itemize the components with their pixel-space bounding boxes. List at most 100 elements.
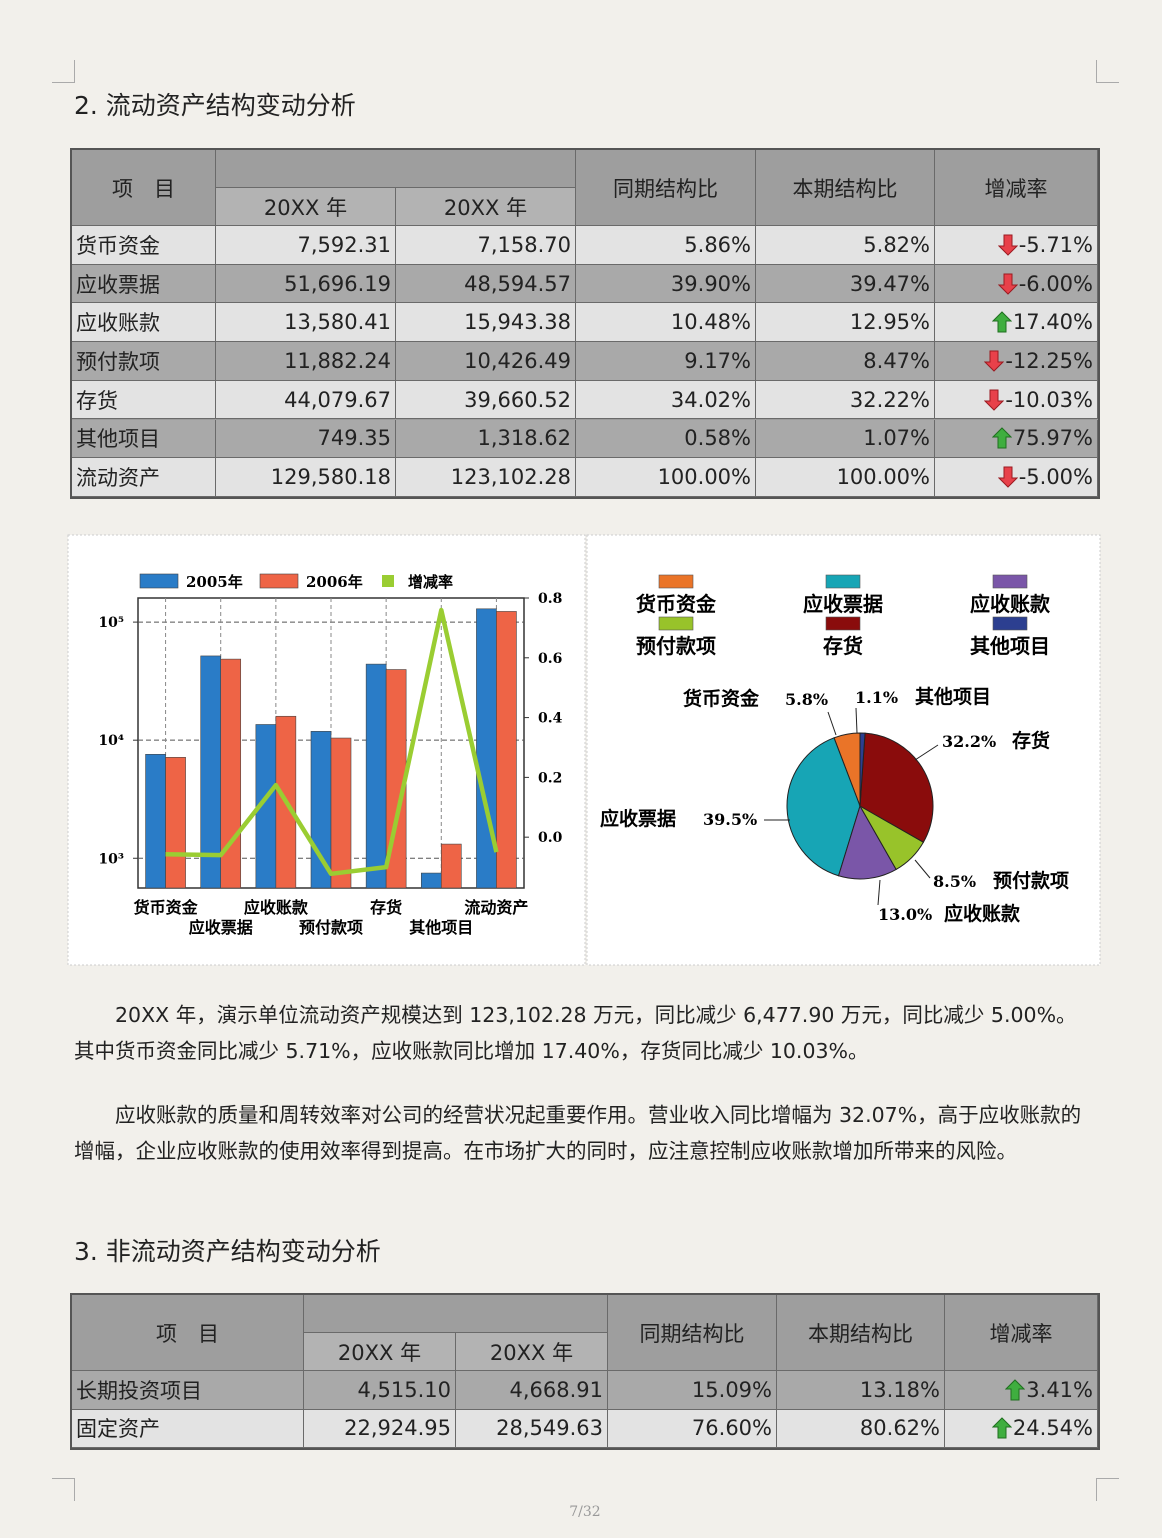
y-tick-label: 10⁴ [98, 733, 124, 749]
table-cell: 39.47% [756, 264, 935, 304]
legend-swatch [658, 574, 694, 589]
header-span [304, 1295, 608, 1333]
legend-label: 增减率 [408, 573, 453, 591]
table-cell: 3.41% [945, 1371, 1098, 1410]
header-cell: 同期结构比 [576, 150, 756, 226]
legend-label: 存货 [823, 634, 863, 658]
section-title: 2. 流动资产结构变动分析 [74, 91, 356, 120]
pie-slice [786, 737, 861, 877]
table-cell: 8.47% [756, 342, 935, 381]
legend-swatch [992, 616, 1028, 631]
table-cell: 39.90% [576, 264, 756, 304]
slice-value-label: 1.1% [855, 688, 898, 707]
arrow-down [997, 273, 1018, 295]
corner-mark [52, 1478, 75, 1501]
slice-value-label: 8.5% [933, 872, 976, 891]
table-cell: 34.02% [576, 380, 756, 420]
table-cell: 100.00% [576, 458, 756, 497]
table-cell: -12.25% [935, 342, 1098, 381]
bar [440, 843, 462, 889]
table-cell: 48,594.57 [396, 264, 576, 304]
change-value: 3.41% [1026, 1377, 1093, 1402]
header-cell: 20XX 年 [304, 1333, 456, 1371]
table-cell: 749.35 [216, 419, 396, 459]
table-cell: 24.54% [945, 1409, 1098, 1448]
bar [365, 663, 387, 889]
legend-label: 2005年 [186, 573, 243, 591]
arrow-down [984, 389, 1005, 411]
x-tick-label: 存货 [370, 898, 402, 917]
x-tick-label: 流动资产 [464, 898, 528, 917]
header-cell: 20XX 年 [396, 188, 576, 226]
table-cell: 100.00% [756, 458, 935, 497]
y2-tick-label: 0.4 [538, 711, 563, 727]
table-cell: 39,660.52 [396, 380, 576, 420]
table-cell: 1,318.62 [396, 419, 576, 459]
legend-label: 货币资金 [636, 592, 717, 616]
legend-label: 其他项目 [970, 634, 1050, 658]
table-cell: 32.22% [756, 380, 935, 420]
legend-swatch [992, 574, 1028, 589]
slice-label: 货币资金 [683, 687, 760, 710]
arrow-down [997, 466, 1018, 488]
table-cell: 28,549.63 [456, 1409, 608, 1448]
table-cell: 5.86% [576, 226, 756, 265]
x-tick-label: 预付款项 [299, 918, 363, 937]
line [165, 607, 499, 877]
arrow-up [1005, 1379, 1026, 1401]
x-tick-label: 货币资金 [134, 898, 199, 917]
table-cell: 7,592.31 [216, 226, 396, 265]
header-cell: 20XX 年 [216, 188, 396, 226]
x-tick-label: 其他项目 [409, 918, 473, 937]
y2-tick-label: 0.2 [538, 770, 562, 786]
table-cell: 51,696.19 [216, 264, 396, 304]
table-cell: 预付款项 [72, 342, 216, 381]
bar [165, 757, 186, 889]
section-title: 3. 非流动资产结构变动分析 [74, 1237, 381, 1266]
paragraph: 20XX 年，演示单位流动资产规模达到 123,102.28 万元，同比减少 6… [74, 1003, 1077, 1063]
slice-label: 预付款项 [993, 869, 1069, 892]
slice-label: 存货 [1012, 729, 1050, 752]
table-cell: 货币资金 [72, 226, 216, 265]
page-number: 7/32 [569, 1504, 601, 1520]
change-value: 17.40% [1012, 310, 1093, 335]
pie-slice [859, 732, 934, 843]
legend-swatch [139, 573, 179, 589]
bar [145, 754, 166, 889]
table-cell: 7,158.70 [396, 226, 576, 265]
table-cell: 129,580.18 [216, 458, 396, 497]
table-cell: 17.40% [935, 303, 1098, 343]
legend-label: 2006年 [306, 573, 363, 591]
y2-tick-label: 0.8 [538, 591, 562, 607]
arrow-up [991, 1417, 1012, 1439]
leader-line [877, 879, 881, 906]
change-value: -12.25% [1005, 348, 1093, 373]
legend-swatch [382, 575, 394, 587]
legend-swatch [825, 616, 861, 631]
header-cell: 项 目 [72, 1295, 304, 1371]
slice-value-label: 13.0% [878, 905, 932, 924]
change-value: -5.00% [1018, 465, 1093, 490]
table-cell: 10,426.49 [396, 342, 576, 381]
table-cell: 76.60% [608, 1409, 777, 1448]
table-cell: 应收账款 [72, 303, 216, 343]
pie-slice [837, 804, 897, 880]
legend-swatch [259, 573, 299, 589]
arrow-up [991, 311, 1012, 333]
table-cell: 123,102.28 [396, 458, 576, 497]
slice-value-label: 32.2% [942, 732, 996, 751]
legend-label: 应收账款 [970, 592, 1051, 616]
bar [420, 872, 442, 889]
table-cell: 15,943.38 [396, 303, 576, 343]
change-value: 75.97% [1012, 426, 1093, 451]
corner-mark [1096, 1478, 1119, 1501]
bar [220, 658, 242, 889]
y2-tick-label: 0.6 [538, 651, 562, 667]
header-cell: 项 目 [72, 150, 216, 226]
table-cell: 5.82% [756, 226, 935, 265]
legend-label: 预付款项 [636, 634, 716, 658]
table-cell: 12.95% [756, 303, 935, 343]
change-value: -6.00% [1018, 271, 1093, 296]
table-cell: 固定资产 [72, 1409, 304, 1448]
